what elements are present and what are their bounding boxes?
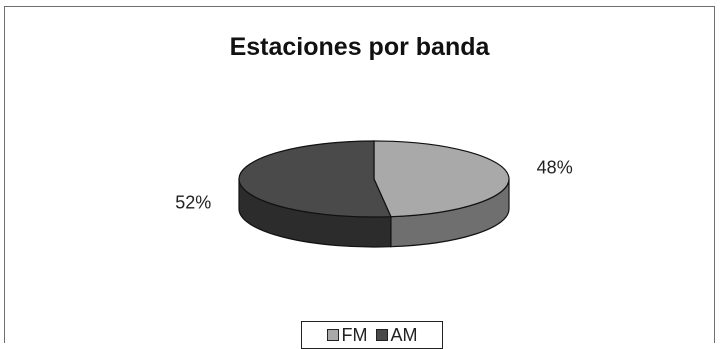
- legend-item-am: AM: [375, 324, 418, 346]
- legend-label-fm: FM: [341, 324, 368, 345]
- legend-item-fm: FM: [326, 324, 368, 346]
- pie-chart: 48% 52%: [175, 140, 573, 248]
- legend-swatch-fm: [326, 329, 339, 341]
- chart-title: Estaciones por banda: [229, 33, 490, 61]
- legend-swatch-am: [375, 329, 388, 341]
- legend: FM AM: [301, 321, 443, 349]
- pie-slice-fm: [373, 140, 510, 218]
- data-label-fm: 48%: [537, 158, 573, 178]
- chart-frame: Estaciones por banda 48% 52% FM AM: [4, 6, 715, 349]
- legend-label-am: AM: [390, 324, 418, 345]
- data-label-am: 52%: [175, 192, 211, 212]
- pie-slice-am: [238, 140, 392, 218]
